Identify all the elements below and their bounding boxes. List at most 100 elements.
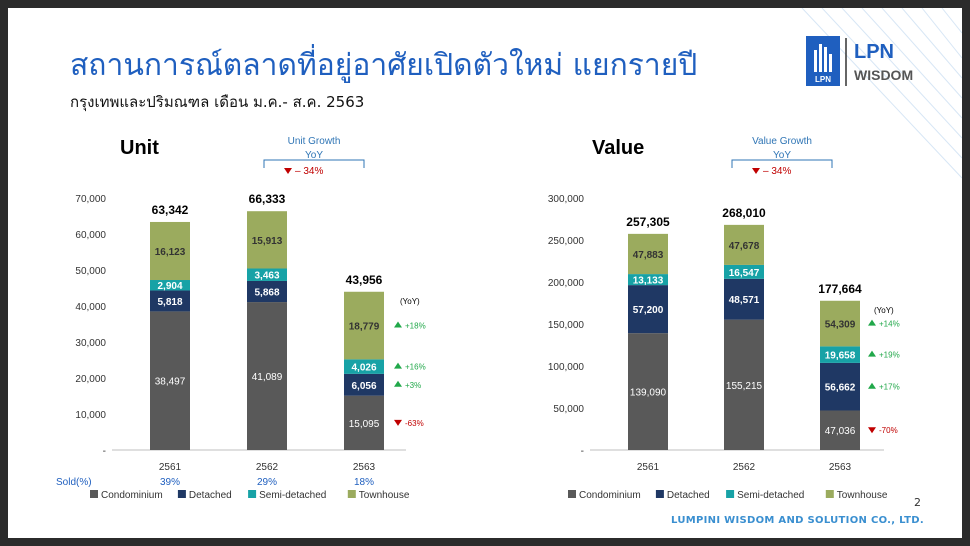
data-label-townhouse: 18,779 [349, 322, 380, 333]
legend-item-condominium: Condominium [101, 490, 163, 501]
yoy-header: (YoY) [874, 306, 894, 315]
slide: สถานการณ์ตลาดที่อยู่อาศัยเปิดตัวใหม่ แยก… [8, 8, 962, 538]
data-label-semi-detached: 16,547 [729, 268, 760, 279]
data-label-townhouse: 54,309 [825, 320, 856, 331]
data-label-detached: 48,571 [729, 295, 760, 306]
y-tick-label: 250,000 [548, 236, 585, 247]
legend-swatch-semi-detached [248, 490, 257, 498]
growth-box-line1: Value Growth [752, 136, 812, 147]
legend-swatch-detached [177, 490, 186, 498]
bar-total-label: 257,305 [626, 215, 670, 229]
bar-detached-2561 [150, 290, 190, 312]
yoy-value: +3% [405, 381, 421, 390]
yoy-up-arrow-icon [868, 382, 876, 389]
y-tick-label: 300,000 [548, 194, 585, 205]
data-label-detached: 56,662 [825, 383, 856, 394]
data-label-semi-detached: 2,904 [157, 281, 182, 292]
logo-brand-top: LPN [854, 41, 894, 63]
bar-total-label: 63,342 [152, 203, 189, 217]
yoy-up-arrow-icon [394, 362, 402, 369]
data-label-semi-detached: 19,658 [825, 351, 856, 362]
legend-swatch-condominium [90, 490, 98, 498]
bar-semi-detached-2563 [820, 346, 860, 363]
yoy-header: (YoY) [400, 297, 420, 306]
x-tick-label: 2562 [256, 462, 279, 473]
yoy-value: +17% [879, 383, 900, 392]
lpn-wisdom-logo: LPN LPN WISDOM [806, 36, 913, 86]
bar-townhouse-2563 [820, 300, 860, 347]
bar-condominium-2562 [247, 302, 287, 450]
logo-mark-text: LPN [815, 75, 831, 84]
data-label-townhouse: 47,883 [633, 250, 664, 261]
growth-down-arrow-icon [284, 168, 292, 174]
footer-company: LUMPINI WISDOM AND SOLUTION CO., LTD. [671, 515, 924, 526]
data-label-semi-detached: 4,026 [351, 363, 376, 374]
growth-box-bracket [263, 159, 365, 168]
bar-detached-2563 [344, 373, 384, 396]
y-tick-label: 10,000 [75, 410, 106, 421]
yoy-up-arrow-icon [868, 319, 876, 326]
slide-subtitle: กรุงเทพและปริมณฑล เดือน ม.ค.- ส.ค. 2563 [70, 93, 365, 111]
unit-chart-svg: Unit Unit Growth YoY – 34% 70,000 60,000 50,00… [56, 136, 426, 501]
legend-swatch-semi-detached [726, 490, 735, 498]
data-label-condominium: 41,089 [252, 372, 283, 383]
y-tick-label: 100,000 [548, 362, 585, 373]
sold-percent: 39% [160, 477, 180, 488]
growth-box-value: – 34% [763, 166, 791, 177]
data-label-townhouse: 16,123 [155, 247, 186, 258]
sold-percent: 18% [354, 477, 374, 488]
yoy-value: +14% [879, 320, 900, 329]
legend-item-townhouse: Townhouse [837, 490, 888, 501]
bar-semi-detached-2561 [150, 280, 190, 291]
legend-swatch-townhouse [347, 490, 356, 498]
y-tick-label: - [103, 446, 106, 457]
sold-label: Sold(%) [56, 477, 92, 488]
value-chart-svg: Value Value Growth YoY – 34% 300,000 250,000 2… [548, 136, 900, 501]
data-label-detached: 5,818 [157, 297, 182, 308]
bar-condominium-2563 [820, 410, 860, 450]
data-label-condominium: 47,036 [825, 426, 856, 437]
page-number: 2 [914, 496, 921, 509]
bar-condominium-2563 [344, 395, 384, 450]
yoy-value: +19% [879, 351, 900, 360]
growth-box-line1: Unit Growth [288, 136, 341, 147]
data-label-semi-detached: 3,463 [254, 271, 279, 282]
y-tick-label: 20,000 [75, 374, 106, 385]
data-label-condominium: 139,090 [630, 388, 667, 399]
x-tick-label: 2562 [733, 462, 756, 473]
bar-condominium-2561 [628, 333, 668, 450]
bar-detached-2561 [628, 285, 668, 334]
growth-box-line2: YoY [773, 150, 791, 161]
sold-percent: 29% [257, 477, 277, 488]
data-label-condominium: 155,215 [726, 381, 763, 392]
yoy-up-arrow-icon [868, 350, 876, 357]
yoy-down-arrow-icon [868, 427, 876, 434]
y-tick-label: 200,000 [548, 278, 585, 289]
bar-townhouse-2561 [150, 221, 190, 281]
bar-townhouse-2562 [724, 224, 764, 265]
data-label-townhouse: 47,678 [729, 241, 760, 252]
bar-total-label: 268,010 [722, 206, 766, 220]
growth-box-line2: YoY [305, 150, 323, 161]
legend-item-detached: Detached [189, 490, 232, 501]
data-label-condominium: 15,095 [349, 419, 380, 430]
y-tick-label: - [581, 446, 584, 457]
bar-detached-2562 [724, 278, 764, 320]
x-tick-label: 2563 [353, 462, 376, 473]
legend-swatch-townhouse [825, 490, 834, 498]
bar-detached-2563 [820, 362, 860, 411]
y-tick-label: 50,000 [553, 404, 584, 415]
yoy-up-arrow-icon [394, 380, 402, 387]
legend-swatch-condominium [568, 490, 576, 498]
yoy-value: +16% [405, 363, 426, 372]
data-label-detached: 5,868 [254, 288, 279, 299]
yoy-down-arrow-icon [394, 419, 402, 426]
bar-townhouse-2561 [628, 233, 668, 275]
data-label-condominium: 38,497 [155, 377, 186, 388]
bar-townhouse-2563 [344, 291, 384, 360]
x-tick-label: 2561 [159, 462, 182, 473]
bar-townhouse-2562 [247, 211, 287, 269]
data-label-semi-detached: 13,133 [633, 276, 664, 287]
y-tick-label: 150,000 [548, 320, 585, 331]
bar-semi-detached-2561 [628, 274, 668, 286]
